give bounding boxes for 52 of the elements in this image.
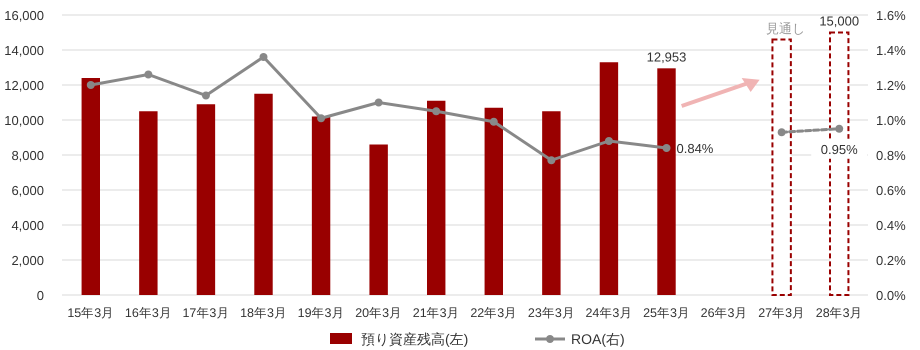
y-tick-label: 8,000 bbox=[11, 148, 44, 163]
legend-label: ROA(右) bbox=[571, 331, 625, 347]
data-label: 15,000 bbox=[819, 14, 860, 28]
y-tick-label: 12,000 bbox=[4, 78, 44, 93]
x-tick-label: 16年3月 bbox=[124, 306, 172, 320]
y2-tick-label: 0.0% bbox=[876, 288, 906, 303]
y-tick-label: 4,000 bbox=[11, 218, 44, 233]
y-tick-label: 16,000 bbox=[4, 8, 44, 23]
x-tick-label: 17年3月 bbox=[182, 306, 230, 320]
y-tick-label: 2,000 bbox=[11, 253, 44, 268]
x-tick-label: 25年3月 bbox=[643, 306, 690, 320]
point bbox=[202, 92, 210, 100]
x-tick-label: 18年3月 bbox=[240, 306, 287, 320]
point bbox=[86, 81, 95, 89]
point bbox=[835, 124, 844, 133]
x-tick-label: 15年3月 bbox=[67, 306, 114, 320]
y-tick-label: 0 bbox=[36, 288, 44, 303]
y2-tick-label: 1.2% bbox=[876, 78, 906, 93]
x-tick-label: 19年3月 bbox=[298, 306, 344, 320]
point bbox=[547, 156, 556, 164]
y2-tick-label: 0.8% bbox=[876, 148, 906, 163]
x-tick-label: 26年3月 bbox=[700, 306, 748, 320]
legend-label: 預り資産残高(左) bbox=[361, 331, 468, 347]
point bbox=[374, 98, 383, 106]
y2-tick-label: 0.4% bbox=[876, 218, 906, 233]
point bbox=[490, 118, 498, 126]
x-tick-label: 28年3月 bbox=[816, 306, 863, 320]
x-tick-label: 21年3月 bbox=[412, 306, 460, 320]
y-tick-label: 10,000 bbox=[4, 113, 44, 128]
point bbox=[317, 114, 326, 122]
data-label: 12,953 bbox=[646, 49, 686, 64]
y-tick-label: 14,000 bbox=[4, 43, 44, 58]
x-tick-label: 27年3月 bbox=[758, 306, 806, 320]
point bbox=[144, 70, 152, 78]
point bbox=[604, 137, 613, 145]
point bbox=[432, 107, 440, 116]
y2-tick-label: 1.0% bbox=[876, 113, 906, 128]
x-tick-label: 20年3月 bbox=[355, 306, 402, 320]
y2-tick-label: 0.6% bbox=[876, 183, 906, 198]
data-label: 0.95% bbox=[820, 142, 858, 157]
y-tick-label: 6,000 bbox=[11, 183, 44, 198]
point bbox=[778, 128, 786, 136]
x-tick-label: 23年3月 bbox=[528, 306, 575, 320]
point bbox=[260, 53, 268, 61]
y2-tick-label: 0.2% bbox=[876, 253, 906, 268]
x-tick-label: 24年3月 bbox=[586, 306, 632, 320]
y2-tick-label: 1.6% bbox=[876, 8, 906, 23]
y2-tick-label: 1.4% bbox=[876, 43, 906, 58]
data-label: 0.84% bbox=[676, 141, 714, 156]
point bbox=[662, 144, 670, 152]
annotation: 見通し bbox=[766, 21, 806, 36]
x-tick-label: 22年3月 bbox=[470, 306, 518, 320]
